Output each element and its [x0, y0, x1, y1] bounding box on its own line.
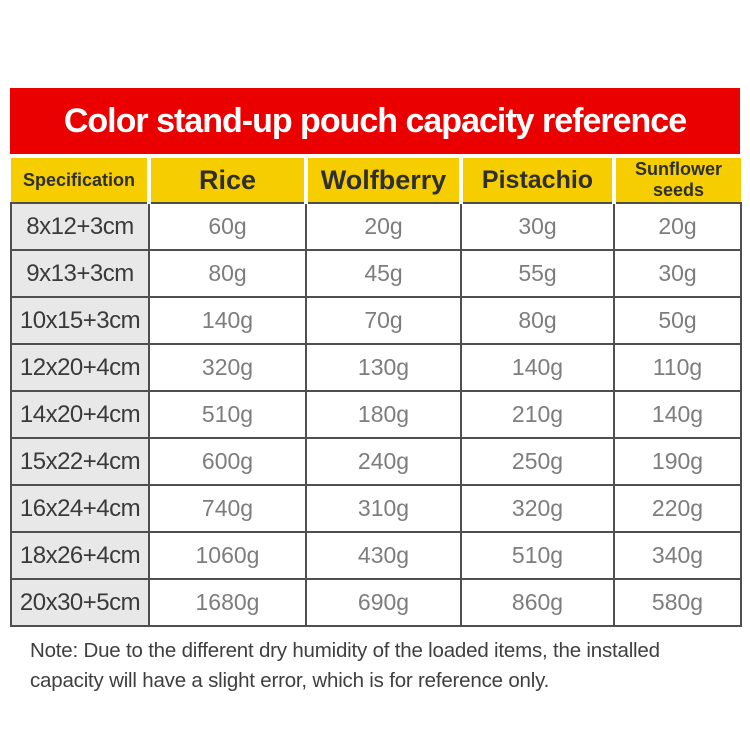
title-banner: Color stand-up pouch capacity reference: [10, 88, 740, 154]
column-header-sunflower-seeds: Sunflower seeds: [612, 158, 741, 204]
value-cell: 130g: [305, 343, 462, 392]
column-header-rice: Rice: [147, 158, 308, 204]
value-cell: 1680g: [148, 578, 307, 627]
value-cell: 220g: [613, 484, 742, 533]
value-cell: 110g: [613, 343, 742, 392]
spec-cell: 20x30+5cm: [10, 578, 150, 627]
spec-cell: 15x22+4cm: [10, 437, 150, 486]
value-cell: 20g: [305, 202, 462, 251]
table-row: 10x15+3cm 140g 70g 80g 50g: [10, 296, 742, 345]
spec-cell: 8x12+3cm: [10, 202, 150, 251]
value-cell: 60g: [148, 202, 307, 251]
value-cell: 240g: [305, 437, 462, 486]
value-cell: 740g: [148, 484, 307, 533]
value-cell: 250g: [460, 437, 615, 486]
spec-cell: 9x13+3cm: [10, 249, 150, 298]
spec-cell: 12x20+4cm: [10, 343, 150, 392]
capacity-table: Specification Rice Wolfberry Pistachio Sunfl…: [10, 158, 742, 627]
column-header-pistachio: Pistachio: [459, 158, 616, 204]
table-row: 18x26+4cm 1060g 430g 510g 340g: [10, 531, 742, 580]
value-cell: 320g: [148, 343, 307, 392]
value-cell: 210g: [460, 390, 615, 439]
value-cell: 860g: [460, 578, 615, 627]
page-title: Color stand-up pouch capacity reference: [63, 101, 687, 140]
table-row: 8x12+3cm 60g 20g 30g 20g: [10, 202, 742, 251]
table-row: 12x20+4cm 320g 130g 140g 110g: [10, 343, 742, 392]
table-body: 8x12+3cm 60g 20g 30g 20g 9x13+3cm 80g 45g 55g 30g…: [10, 202, 742, 627]
table-row: 15x22+4cm 600g 240g 250g 190g: [10, 437, 742, 486]
table-row: 16x24+4cm 740g 310g 320g 220g: [10, 484, 742, 533]
value-cell: 140g: [460, 343, 615, 392]
value-cell: 510g: [460, 531, 615, 580]
value-cell: 600g: [148, 437, 307, 486]
value-cell: 140g: [613, 390, 742, 439]
column-header-wolfberry: Wolfberry: [304, 158, 463, 204]
column-header-specification: Specification: [11, 158, 151, 204]
value-cell: 45g: [305, 249, 462, 298]
value-cell: 1060g: [148, 531, 307, 580]
spec-cell: 18x26+4cm: [10, 531, 150, 580]
footnote: Note: Due to the different dry humidity …: [30, 639, 660, 692]
spec-cell: 10x15+3cm: [10, 296, 150, 345]
header-row: Specification Rice Wolfberry Pistachio Sunfl…: [11, 158, 741, 204]
value-cell: 140g: [148, 296, 307, 345]
value-cell: 430g: [305, 531, 462, 580]
value-cell: 55g: [460, 249, 615, 298]
table-head: Specification Rice Wolfberry Pistachio Sunfl…: [11, 158, 741, 204]
table-row: 14x20+4cm 510g 180g 210g 140g: [10, 390, 742, 439]
table-row: 9x13+3cm 80g 45g 55g 30g: [10, 249, 742, 298]
value-cell: 310g: [305, 484, 462, 533]
value-cell: 690g: [305, 578, 462, 627]
value-cell: 510g: [148, 390, 307, 439]
value-cell: 320g: [460, 484, 615, 533]
value-cell: 50g: [613, 296, 742, 345]
value-cell: 190g: [613, 437, 742, 486]
spec-cell: 14x20+4cm: [10, 390, 150, 439]
value-cell: 30g: [460, 202, 615, 251]
value-cell: 580g: [613, 578, 742, 627]
value-cell: 340g: [613, 531, 742, 580]
value-cell: 30g: [613, 249, 742, 298]
value-cell: 80g: [148, 249, 307, 298]
value-cell: 70g: [305, 296, 462, 345]
table-row: 20x30+5cm 1680g 690g 860g 580g: [10, 578, 742, 627]
value-cell: 80g: [460, 296, 615, 345]
value-cell: 20g: [613, 202, 742, 251]
spec-cell: 16x24+4cm: [10, 484, 150, 533]
value-cell: 180g: [305, 390, 462, 439]
